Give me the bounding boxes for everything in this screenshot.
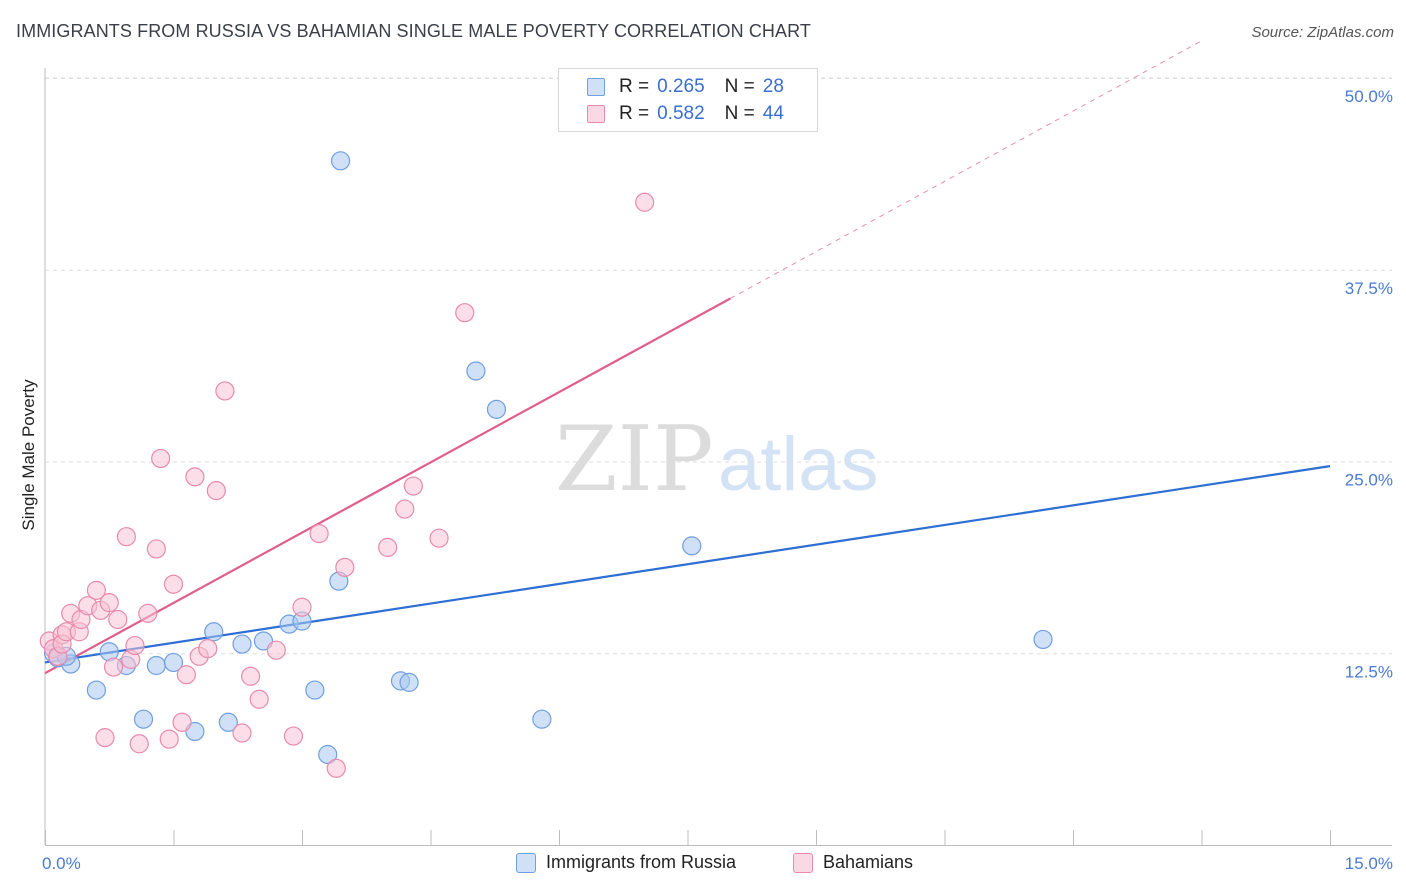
trendlines — [44, 39, 1331, 675]
legend-r-label: R = — [619, 76, 650, 97]
data-point-bahamians-19 — [129, 734, 149, 754]
axes — [44, 68, 1392, 846]
data-points — [39, 151, 1053, 778]
data-point-russia-22 — [399, 672, 419, 692]
data-point-russia-4 — [86, 680, 107, 700]
data-point-bahamians-20 — [138, 603, 158, 623]
y-tick-label-2: 37.5% — [1345, 279, 1393, 298]
data-point-bahamians-35 — [266, 640, 286, 660]
legend-swatch-russia — [587, 78, 605, 96]
data-point-bahamians-16 — [116, 527, 136, 547]
data-point-bahamians-10 — [86, 580, 107, 600]
legend-row-bahamians: R = 0.582 N = 44 — [587, 102, 784, 126]
data-point-bahamians-32 — [232, 723, 252, 743]
correlation-legend: R = 0.265 N = 28 R = 0.582 N = 44 — [558, 68, 818, 132]
y-axis-label: Single Male Poverty — [19, 379, 38, 531]
series-label-russia: Immigrants from Russia — [546, 852, 737, 872]
trendline-1 — [44, 297, 731, 675]
chart-title: IMMIGRANTS FROM RUSSIA VS BAHAMIAN SINGL… — [16, 21, 812, 41]
data-point-bahamians-43 — [403, 476, 423, 496]
series-legend-bahamians[interactable]: Bahamians — [793, 852, 913, 873]
data-point-russia-18 — [318, 744, 338, 765]
legend-r-label: R = — [619, 103, 650, 124]
y-tick-label-0: 12.5% — [1345, 662, 1393, 681]
data-point-bahamians-25 — [172, 712, 192, 732]
y-tick-label-3: 50.0% — [1345, 87, 1393, 106]
data-point-bahamians-23 — [159, 729, 179, 749]
data-point-bahamians-31 — [215, 381, 235, 401]
data-point-russia-17 — [305, 680, 325, 700]
data-point-russia-8 — [146, 655, 166, 676]
series-legend: Immigrants from Russia Bahamians — [0, 852, 1406, 878]
legend-n-value: 44 — [762, 103, 784, 124]
data-point-russia-23 — [466, 361, 486, 381]
legend-r-value: 0.265 — [657, 76, 705, 97]
data-point-bahamians-26 — [176, 665, 196, 685]
trendline-0 — [44, 465, 1331, 664]
data-point-bahamians-12 — [95, 728, 115, 748]
legend-r-value: 0.582 — [657, 103, 705, 124]
data-point-bahamians-22 — [151, 448, 171, 469]
source-label: Source: ZipAtlas.com — [1251, 24, 1394, 41]
data-point-russia-26 — [682, 536, 702, 556]
data-point-russia-13 — [232, 634, 252, 654]
data-point-bahamians-39 — [326, 758, 346, 778]
watermark-zip: ZIP — [555, 407, 714, 512]
data-point-russia-12 — [218, 712, 238, 732]
data-point-bahamians-14 — [103, 657, 124, 677]
data-point-bahamians-41 — [378, 537, 398, 558]
data-point-bahamians-29 — [198, 639, 218, 659]
legend-n-label: N = — [724, 76, 755, 97]
data-point-bahamians-42 — [395, 499, 415, 519]
series-swatch-russia — [516, 852, 536, 873]
data-point-bahamians-30 — [206, 481, 226, 501]
data-point-bahamians-46 — [635, 192, 655, 212]
data-point-bahamians-21 — [146, 539, 166, 559]
data-point-bahamians-13 — [99, 593, 119, 613]
x-tick-label-0: 0.0% — [42, 854, 81, 873]
series-legend-russia[interactable]: Immigrants from Russia — [516, 852, 736, 873]
data-point-bahamians-33 — [241, 666, 261, 686]
data-point-bahamians-37 — [292, 597, 312, 617]
data-point-bahamians-24 — [163, 574, 184, 594]
data-point-russia-7 — [133, 709, 154, 729]
legend-n-label: N = — [724, 103, 755, 124]
x-tick-label-1: 15.0% — [1345, 854, 1393, 873]
data-point-bahamians-36 — [283, 726, 304, 746]
data-point-bahamians-44 — [429, 528, 449, 548]
data-point-bahamians-27 — [185, 467, 205, 487]
series-swatch-bahamians — [793, 852, 813, 873]
data-point-bahamians-45 — [455, 303, 475, 323]
data-point-russia-20 — [330, 151, 351, 171]
data-point-russia-25 — [532, 709, 552, 729]
data-point-russia-11 — [204, 622, 224, 642]
series-label-bahamians: Bahamians — [823, 852, 914, 872]
data-point-russia-9 — [163, 652, 184, 673]
data-point-bahamians-40 — [335, 557, 355, 577]
data-point-bahamians-34 — [249, 689, 269, 709]
legend-swatch-bahamians — [587, 105, 605, 123]
gridlines — [45, 77, 1392, 655]
legend-row-russia: R = 0.265 N = 28 — [587, 75, 784, 99]
data-point-russia-27 — [1033, 629, 1053, 650]
legend-n-value: 28 — [762, 76, 784, 97]
tick-labels: 12.5% 25.0% 37.5% 50.0% 0.0% 15.0% — [42, 87, 1393, 873]
y-tick-label-1: 25.0% — [1345, 471, 1393, 490]
data-point-bahamians-18 — [125, 635, 145, 656]
watermark-atlas: atlas — [718, 422, 879, 507]
watermark: ZIP atlas — [555, 407, 879, 512]
data-point-bahamians-15 — [108, 609, 128, 630]
data-point-russia-24 — [486, 399, 507, 419]
data-point-bahamians-38 — [309, 523, 329, 544]
